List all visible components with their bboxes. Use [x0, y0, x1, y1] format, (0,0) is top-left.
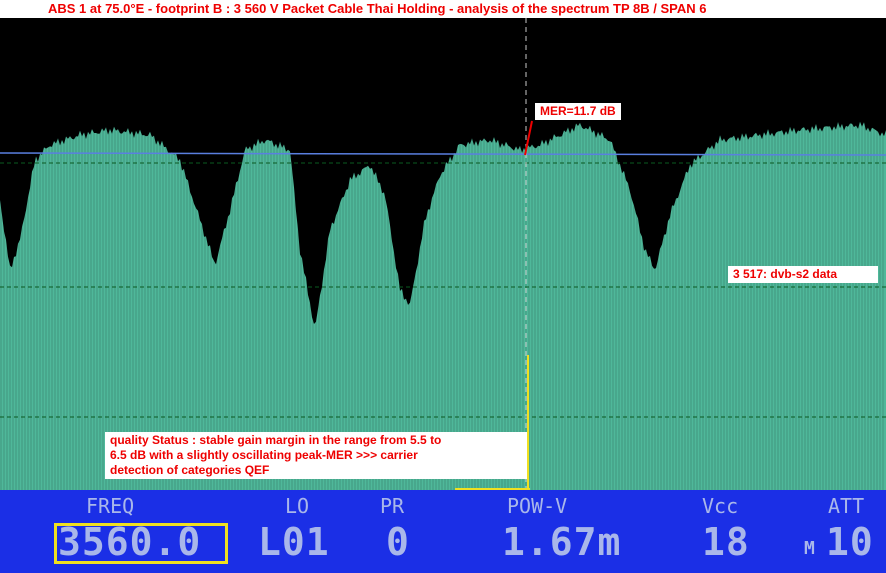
- lo-label: LO: [285, 494, 310, 518]
- spectrum-grid: [0, 18, 884, 490]
- quality-line: 6.5 dB with a slightly oscillating peak-…: [110, 448, 418, 462]
- pow-label: POW-V: [507, 494, 568, 518]
- vcc-value: 18: [702, 520, 750, 564]
- lo-value: L01: [258, 520, 330, 564]
- mer-pointer: [524, 120, 533, 156]
- spectrum-display: [0, 18, 886, 490]
- spectrum-trace: [0, 121, 886, 490]
- quality-line: quality Status : stable gain margin in t…: [110, 433, 442, 447]
- pow-value: 1.67m: [502, 520, 622, 564]
- reference-level-line: [0, 152, 886, 156]
- att-label: ATT: [828, 494, 865, 518]
- quality-status-note: quality Status : stable gain margin in t…: [105, 432, 527, 479]
- freq-label: FREQ: [86, 494, 135, 518]
- vcc-label: Vcc: [702, 494, 739, 518]
- pr-label: PR: [380, 494, 405, 518]
- att-prefix: M: [804, 538, 816, 559]
- pr-value: 0: [386, 520, 410, 564]
- status-bar: FREQ LO PR POW-V Vcc ATT 3560.0 L01 0 1.…: [0, 490, 886, 573]
- carrier-label: 3 517: dvb-s2 data: [728, 266, 878, 283]
- title-banner: ABS 1 at 75.0°E - footprint B : 3 560 V …: [0, 0, 886, 18]
- frequency-field[interactable]: [54, 523, 228, 564]
- att-value: 10: [826, 520, 874, 564]
- quality-line: detection of categories QEF: [110, 463, 270, 477]
- freq-value[interactable]: 3560.0: [58, 520, 202, 564]
- mer-label: MER=11.7 dB: [535, 103, 621, 120]
